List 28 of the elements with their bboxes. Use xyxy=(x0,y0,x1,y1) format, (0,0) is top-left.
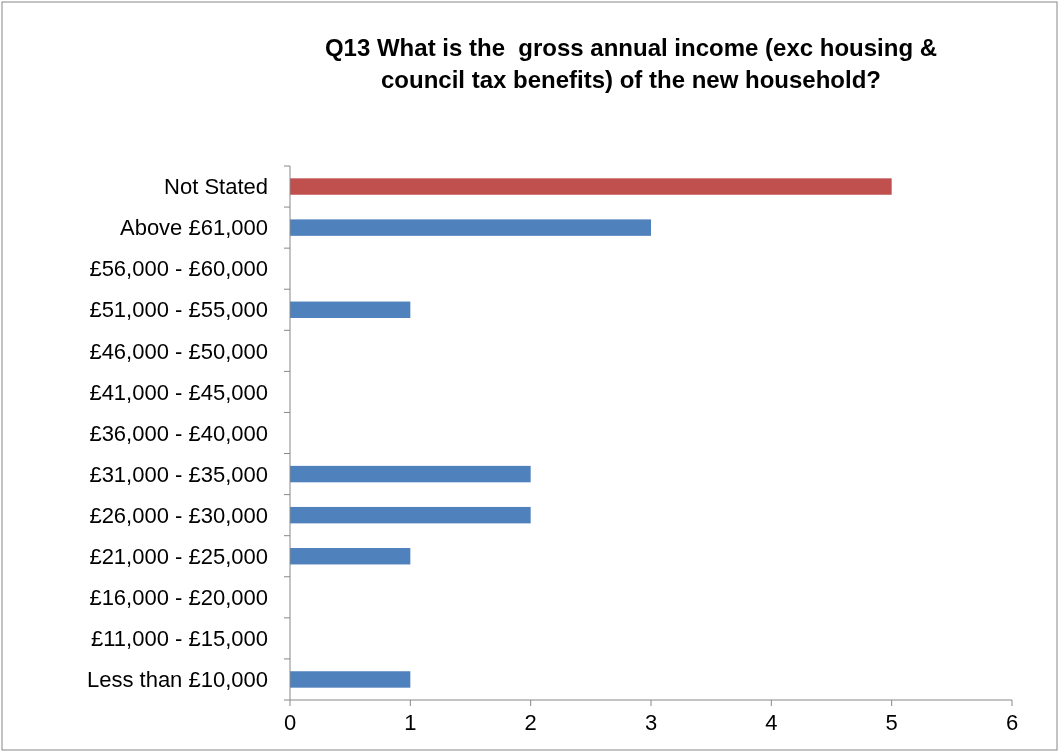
bar xyxy=(290,178,892,195)
x-tick-label: 2 xyxy=(524,710,537,735)
y-tick-label: £51,000 - £55,000 xyxy=(89,297,268,323)
y-tick-label: £21,000 - £25,000 xyxy=(89,543,268,569)
x-tick-label: 4 xyxy=(765,710,778,735)
chart-title: Q13 What is the gross annual income (exc housing & council tax benefits) of the new household? xyxy=(324,34,938,93)
x-tick-label: 3 xyxy=(644,710,658,735)
bar xyxy=(290,548,411,565)
x-tick-label: 0 xyxy=(283,710,297,735)
y-tick-label: £16,000 - £20,000 xyxy=(89,585,268,611)
bar xyxy=(290,301,411,318)
y-tick-label: £36,000 - £40,000 xyxy=(89,420,268,446)
y-tick-label: £31,000 - £35,000 xyxy=(89,461,268,487)
bar xyxy=(290,219,651,236)
y-tick-label: Not Stated xyxy=(164,174,268,200)
y-tick-label: £26,000 - £30,000 xyxy=(89,502,268,528)
x-tick-label: 1 xyxy=(404,710,417,735)
y-tick-label: £56,000 - £60,000 xyxy=(89,256,268,282)
y-tick-label: Above £61,000 xyxy=(119,215,268,241)
bar xyxy=(290,671,411,688)
y-tick-label: Less than £10,000 xyxy=(86,667,268,693)
y-tick-label: £46,000 - £50,000 xyxy=(89,338,268,364)
bar xyxy=(290,465,531,483)
y-tick-label: £11,000 - £15,000 xyxy=(91,626,268,652)
x-tick-label: 6 xyxy=(1005,710,1019,735)
x-tick-label: 5 xyxy=(885,710,898,735)
y-tick-label: £41,000 - £45,000 xyxy=(89,379,268,405)
bar xyxy=(290,506,531,524)
